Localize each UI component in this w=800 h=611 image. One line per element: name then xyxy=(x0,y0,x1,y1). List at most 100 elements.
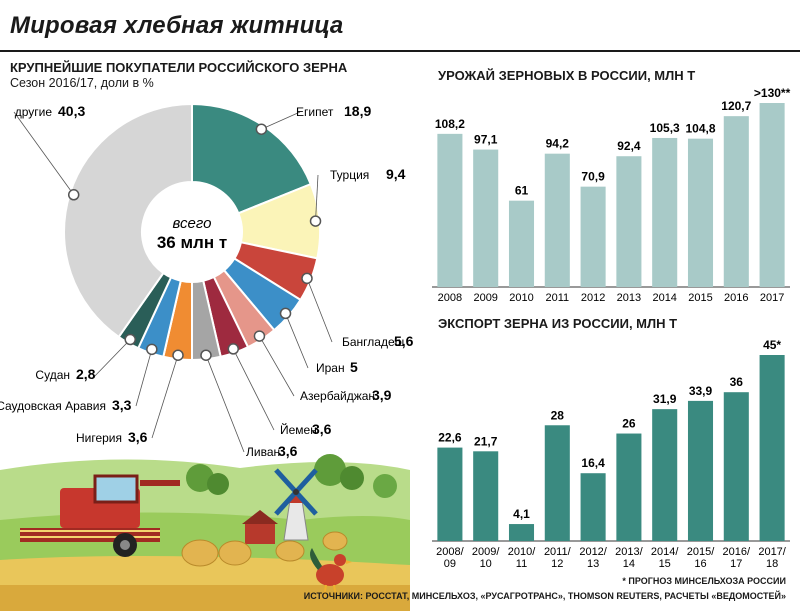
export-bar-7 xyxy=(687,400,714,541)
export-tick-9-0: 2017/ xyxy=(758,546,786,558)
harvest-tick-3: 2011 xyxy=(545,292,569,304)
harvest-bar-3 xyxy=(544,153,570,287)
harvest-tick-2: 2010 xyxy=(509,292,533,304)
pie-leader-3 xyxy=(285,313,309,369)
export-value-0: 22,6 xyxy=(438,431,462,445)
pie-value-1: 9,4 xyxy=(386,166,406,182)
pie-label-2: Бангладеш xyxy=(342,335,404,349)
harvest-tick-7: 2015 xyxy=(688,292,712,304)
pie-leader-10 xyxy=(13,111,75,196)
pie-label-10: другие xyxy=(15,105,53,119)
harvest-bar-8 xyxy=(723,116,749,287)
export-tick-6-1: 15 xyxy=(659,558,671,570)
pie-label-0: Египет xyxy=(296,105,334,119)
export-value-2: 4,1 xyxy=(513,507,530,521)
export-bar-5 xyxy=(616,433,642,541)
pie-leader-0 xyxy=(261,111,301,130)
harvest-bar-7 xyxy=(687,138,714,287)
harvest-value-1: 97,1 xyxy=(474,133,498,147)
pie-heading: КРУПНЕЙШИЕ ПОКУПАТЕЛИ РОССИЙСКОГО ЗЕРНА xyxy=(10,60,348,75)
export-bar-6 xyxy=(652,409,678,541)
export-value-7: 33,9 xyxy=(689,384,713,398)
harvest-tick-5: 2013 xyxy=(617,292,641,304)
harvest-bar-1 xyxy=(473,149,499,287)
harvest-heading: УРОЖАЙ ЗЕРНОВЫХ В РОССИИ, МЛН Т xyxy=(438,68,696,83)
pie-value-10: 40,3 xyxy=(58,103,85,119)
export-tick-7-1: 16 xyxy=(694,558,706,570)
export-tick-9-1: 18 xyxy=(766,558,778,570)
export-bar-8 xyxy=(723,392,749,541)
export-tick-3-0: 2011/ xyxy=(544,546,572,558)
export-tick-5-1: 14 xyxy=(623,558,635,570)
pie-leader-1 xyxy=(315,174,319,222)
pie-value-8: 3,3 xyxy=(112,397,132,413)
export-bar-9 xyxy=(759,355,785,541)
pie-label-3: Иран xyxy=(316,361,345,375)
pie-leader-dot-3 xyxy=(279,307,292,320)
pie-value-5: 3,6 xyxy=(312,421,332,437)
pie-center-line2: 36 млн т xyxy=(157,233,227,252)
pie-leader-dot-1 xyxy=(309,215,322,227)
pie-leader-dot-10 xyxy=(67,189,80,201)
export-tick-8-0: 2016/ xyxy=(723,546,751,558)
farm-illustration xyxy=(0,454,410,611)
pie-leader-dot-9 xyxy=(124,333,136,346)
export-bar-3 xyxy=(544,425,570,541)
export-value-9: 45* xyxy=(763,338,781,352)
export-bar-4 xyxy=(580,473,606,541)
harvest-tick-0: 2008 xyxy=(438,292,462,304)
pie-slice-10 xyxy=(63,102,193,339)
pie-leader-5 xyxy=(232,348,275,431)
harvest-tick-6: 2014 xyxy=(652,292,676,304)
pie-label-9: Судан xyxy=(35,368,70,382)
pie-leader-dot-2 xyxy=(301,272,313,285)
harvest-tick-1: 2009 xyxy=(473,292,497,304)
pie-value-9: 2,8 xyxy=(76,366,96,382)
export-heading: ЭКСПОРТ ЗЕРНА ИЗ РОССИИ, МЛН Т xyxy=(438,316,678,331)
export-value-1: 21,7 xyxy=(474,434,498,448)
export-tick-2-1: 11 xyxy=(516,558,527,570)
title-rule xyxy=(0,50,800,52)
pie-leader-6 xyxy=(205,355,245,453)
pie-leader-4 xyxy=(259,335,295,397)
pie-value-3: 5 xyxy=(350,359,358,375)
pie-value-4: 3,9 xyxy=(372,387,392,403)
pie-label-6: Ливан xyxy=(246,445,280,459)
export-tick-8-1: 17 xyxy=(730,558,742,570)
export-value-4: 16,4 xyxy=(581,456,605,470)
harvest-value-2: 61 xyxy=(515,184,529,198)
harvest-bar-0 xyxy=(437,133,463,287)
pie-leader-7 xyxy=(151,355,179,439)
pie-label-4: Азербайджан xyxy=(300,389,375,403)
export-bar-1 xyxy=(473,451,499,541)
export-value-8: 36 xyxy=(730,375,744,389)
harvest-value-6: 105,3 xyxy=(650,121,680,135)
export-tick-3-1: 12 xyxy=(551,558,563,570)
pie-label-7: Нигерия xyxy=(76,431,122,445)
pie-slice-0 xyxy=(191,102,313,215)
pie-leader-dot-7 xyxy=(172,349,184,361)
export-tick-5-0: 2013/ xyxy=(615,546,643,558)
export-tick-1-1: 10 xyxy=(480,558,492,570)
harvest-bar-9 xyxy=(759,103,785,287)
export-value-5: 26 xyxy=(622,417,636,431)
harvest-bar-4 xyxy=(580,186,606,287)
harvest-tick-9: 2017 xyxy=(760,292,784,304)
pie-leader-9 xyxy=(91,339,131,380)
pie-leader-8 xyxy=(135,349,153,407)
export-tick-0-0: 2008/ xyxy=(436,546,464,558)
export-value-6: 31,9 xyxy=(653,392,677,406)
pie-label-1: Турция xyxy=(330,168,369,182)
harvest-value-4: 70,9 xyxy=(581,170,605,184)
pie-subheading: Сезон 2016/17, доли в % xyxy=(10,76,154,90)
pie-leader-dot-8 xyxy=(146,343,158,356)
export-tick-0-1: 09 xyxy=(444,558,456,570)
pie-value-6: 3,6 xyxy=(278,443,298,459)
pie-center-line1: всего xyxy=(173,215,212,232)
pie-label-5: Йемен xyxy=(280,422,317,437)
export-tick-2-0: 2010/ xyxy=(508,546,536,558)
infographic-title: Мировая хлебная житница xyxy=(10,12,344,39)
export-tick-4-0: 2012/ xyxy=(579,546,607,558)
harvest-bar-2 xyxy=(508,200,535,287)
